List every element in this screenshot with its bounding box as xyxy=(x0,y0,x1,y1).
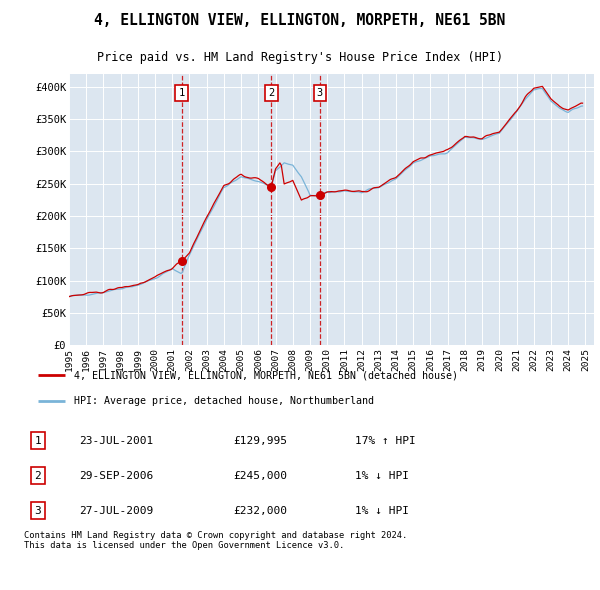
Text: 17% ↑ HPI: 17% ↑ HPI xyxy=(355,436,416,445)
Text: 3: 3 xyxy=(317,88,323,98)
Text: 2: 2 xyxy=(268,88,274,98)
Text: 1% ↓ HPI: 1% ↓ HPI xyxy=(355,471,409,481)
Text: 1% ↓ HPI: 1% ↓ HPI xyxy=(355,506,409,516)
Text: 2: 2 xyxy=(34,471,41,481)
Text: Contains HM Land Registry data © Crown copyright and database right 2024.
This d: Contains HM Land Registry data © Crown c… xyxy=(24,531,407,550)
Text: 27-JUL-2009: 27-JUL-2009 xyxy=(79,506,154,516)
Text: 4, ELLINGTON VIEW, ELLINGTON, MORPETH, NE61 5BN (detached house): 4, ELLINGTON VIEW, ELLINGTON, MORPETH, N… xyxy=(74,370,458,380)
Text: 23-JUL-2001: 23-JUL-2001 xyxy=(79,436,154,445)
Text: £129,995: £129,995 xyxy=(234,436,288,445)
Text: 1: 1 xyxy=(179,88,185,98)
Text: £245,000: £245,000 xyxy=(234,471,288,481)
Text: £232,000: £232,000 xyxy=(234,506,288,516)
Text: HPI: Average price, detached house, Northumberland: HPI: Average price, detached house, Nort… xyxy=(74,396,374,406)
Text: Price paid vs. HM Land Registry's House Price Index (HPI): Price paid vs. HM Land Registry's House … xyxy=(97,51,503,64)
Text: 1: 1 xyxy=(34,436,41,445)
Text: 29-SEP-2006: 29-SEP-2006 xyxy=(79,471,154,481)
Text: 3: 3 xyxy=(34,506,41,516)
Text: 4, ELLINGTON VIEW, ELLINGTON, MORPETH, NE61 5BN: 4, ELLINGTON VIEW, ELLINGTON, MORPETH, N… xyxy=(94,13,506,28)
